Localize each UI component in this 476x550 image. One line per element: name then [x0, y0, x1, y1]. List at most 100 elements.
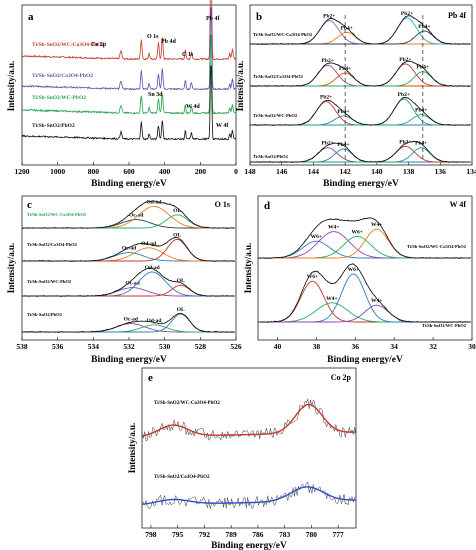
x-tick-label: 140 — [371, 167, 383, 176]
annotation-o1s: O 1s — [147, 34, 159, 40]
x-tick-label: 789 — [226, 530, 238, 539]
panel-a-legend: Ti/Sb-SnO2/WC-Co3O4-PbO2 Ti/Sb-SnO2/Co3O… — [32, 42, 105, 129]
peak-label: Oc-ad — [122, 246, 136, 252]
x-tick-label: 780 — [306, 530, 318, 539]
raw-spectrum — [257, 262, 471, 324]
x-tick-label: 800 — [88, 167, 100, 176]
panel-d-ylabel: Intensity/a.u. — [243, 243, 253, 294]
panel-e-xlabel: Binding energy/eV — [211, 541, 287, 550]
raw-spectrum — [141, 481, 357, 509]
fit-envelope — [22, 267, 235, 297]
panel-e-sample-labels: Ti/Sb-SnO2/WC-Co3O4-PbO2 Ti/Sb-SnO2/Co3O… — [154, 401, 220, 480]
x-tick-label: 32 — [429, 342, 437, 351]
fit-envelope — [141, 403, 357, 437]
peak-label: Pb2+ — [399, 139, 411, 145]
fit-component — [22, 252, 235, 262]
x-tick-label: 136 — [435, 167, 447, 176]
raw-spectrum — [257, 217, 471, 260]
x-tick-label: 0 — [234, 167, 238, 176]
peak-label: Od-ad — [146, 199, 161, 205]
raw-spectrum — [249, 97, 471, 127]
peak-label: OL — [177, 278, 185, 284]
peak-label: Pb2+ — [399, 57, 411, 63]
panel-a-ticks: 1200 1000 800 600 400 200 0 — [15, 162, 238, 176]
peak-label: Od-ad — [145, 265, 160, 271]
spectrum-line — [21, 34, 237, 115]
x-tick-label: 200 — [195, 167, 207, 176]
panel-b-frame — [249, 4, 473, 166]
spectrum-line — [21, 65, 237, 141]
peak-label: W4+ — [371, 222, 382, 228]
panel-b: b Pb 4f Intensity/a.u. Binding energy/eV… — [235, 4, 476, 189]
x-tick-label: 600 — [123, 167, 135, 176]
peak-label: W6+ — [311, 234, 322, 240]
annotation-c1s: C 1s — [182, 52, 194, 58]
x-tick-label: 536 — [52, 342, 64, 351]
fit-envelope — [141, 486, 356, 505]
panel-a-xlabel: Binding energy/eV — [91, 179, 167, 189]
raw-spectrum — [141, 398, 357, 442]
panel-a: a Intensity/a.u. Binding energy/eV 1200 1… — [6, 0, 238, 189]
panel-c-letter: c — [27, 199, 32, 211]
peak-label: Oc-ad — [124, 317, 138, 323]
fit-envelope — [258, 263, 471, 323]
panel-c-sample-label: Ti/Sb-SnO2/WC-PbO2 — [27, 279, 72, 284]
panel-b-corner-label: Pb 4f — [448, 11, 466, 20]
panel-d-ticks: 40 38 36 34 32 30 — [274, 337, 476, 351]
fit-envelope — [250, 60, 471, 87]
panel-c-spectra: Oc-ad Od-ad OL Oc-ad Od-ad OL Oc-ad Od-ad OL Oc-a… — [21, 199, 235, 334]
panel-a-frame — [21, 4, 237, 166]
panel-d-sample-label: Ti/Sb-SnO2/WC-Co3O4-PbO2 — [407, 244, 467, 249]
panel-b-xlabel: Binding energy/eV — [323, 179, 399, 189]
panel-b-ylabel: Intensity/a.u. — [235, 61, 245, 112]
panel-a-legend-item: Ti/Sb-SnO2/WC-Co3O4-PbO2 — [32, 42, 105, 48]
peak-label: Pb2+ — [322, 141, 334, 147]
panel-d-letter: d — [264, 200, 270, 212]
panel-b-sample-label: Ti/Sb-SnO2/WC-PbO2 — [253, 113, 298, 118]
annotation-sn3d: Sn 3d — [148, 92, 163, 98]
x-tick-label: 798 — [145, 530, 157, 539]
peak-label: Od-ad — [146, 318, 161, 324]
x-tick-label: 38 — [313, 342, 321, 351]
panel-e-corner-label: Co 2p — [331, 373, 352, 382]
x-tick-label: 530 — [159, 342, 171, 351]
annotation-pb4d: Pb 4d — [161, 39, 177, 45]
panel-d-spectra: W6+ W4+ W6+ W4+ W6+ W4+ W6+ W4+ — [257, 217, 471, 324]
panel-c-ylabel: Intensity/a.u. — [6, 243, 16, 294]
panel-b-spectra: Pb2+Pb4+Pb2+Pb4+Pb2+Pb4+Pb2+Pb4+Pb2+Pb4+… — [249, 11, 471, 164]
peak-label: Pb2+ — [322, 58, 334, 64]
peak-label: OL — [173, 232, 181, 238]
x-tick-label: 783 — [279, 530, 291, 539]
panel-a-annotations: Co 2p O 1s Pb 4d Sn 3d C 1s W 4d Pb 4f W… — [91, 16, 229, 129]
x-tick-label: 1200 — [15, 167, 30, 176]
x-tick-label: 34 — [390, 342, 398, 351]
x-tick-label: 40 — [274, 342, 282, 351]
x-tick-label: 528 — [195, 342, 207, 351]
x-tick-label: 134 — [466, 167, 476, 176]
fit-component — [250, 98, 471, 126]
peak-label: W6+ — [348, 267, 359, 273]
x-tick-label: 538 — [16, 342, 28, 351]
x-tick-label: 534 — [88, 342, 100, 351]
panel-a-legend-item: Ti/Sb-SnO2/WC-PbO2 — [32, 95, 86, 101]
peak-label: W4+ — [371, 298, 382, 304]
x-tick-label: 795 — [172, 530, 184, 539]
panel-e-sample-label: Ti/Sb-SnO2/WC-Co3O4-PbO2 — [154, 401, 220, 406]
peak-label: Pb4+ — [337, 142, 349, 148]
panel-d-xlabel: Binding energy/eV — [327, 355, 403, 365]
x-tick-label: 36 — [352, 342, 360, 351]
x-tick-label: 30 — [468, 342, 476, 351]
peak-label: OL — [173, 208, 181, 214]
peak-label: W4+ — [326, 296, 337, 302]
panel-e-frame — [141, 367, 357, 529]
peak-label: W4+ — [328, 225, 339, 231]
fit-envelope — [258, 217, 471, 259]
peak-label: Oc-ad — [129, 213, 143, 219]
x-tick-label: 792 — [199, 530, 211, 539]
spectrum-line — [21, 7, 237, 91]
panel-d: d W 4f Intensity/a.u. Binding energy/eV … — [243, 195, 476, 365]
x-tick-label: 142 — [340, 167, 352, 176]
x-tick-label: 146 — [276, 167, 288, 176]
x-tick-label: 777 — [333, 530, 345, 539]
panel-b-letter: b — [256, 11, 262, 23]
